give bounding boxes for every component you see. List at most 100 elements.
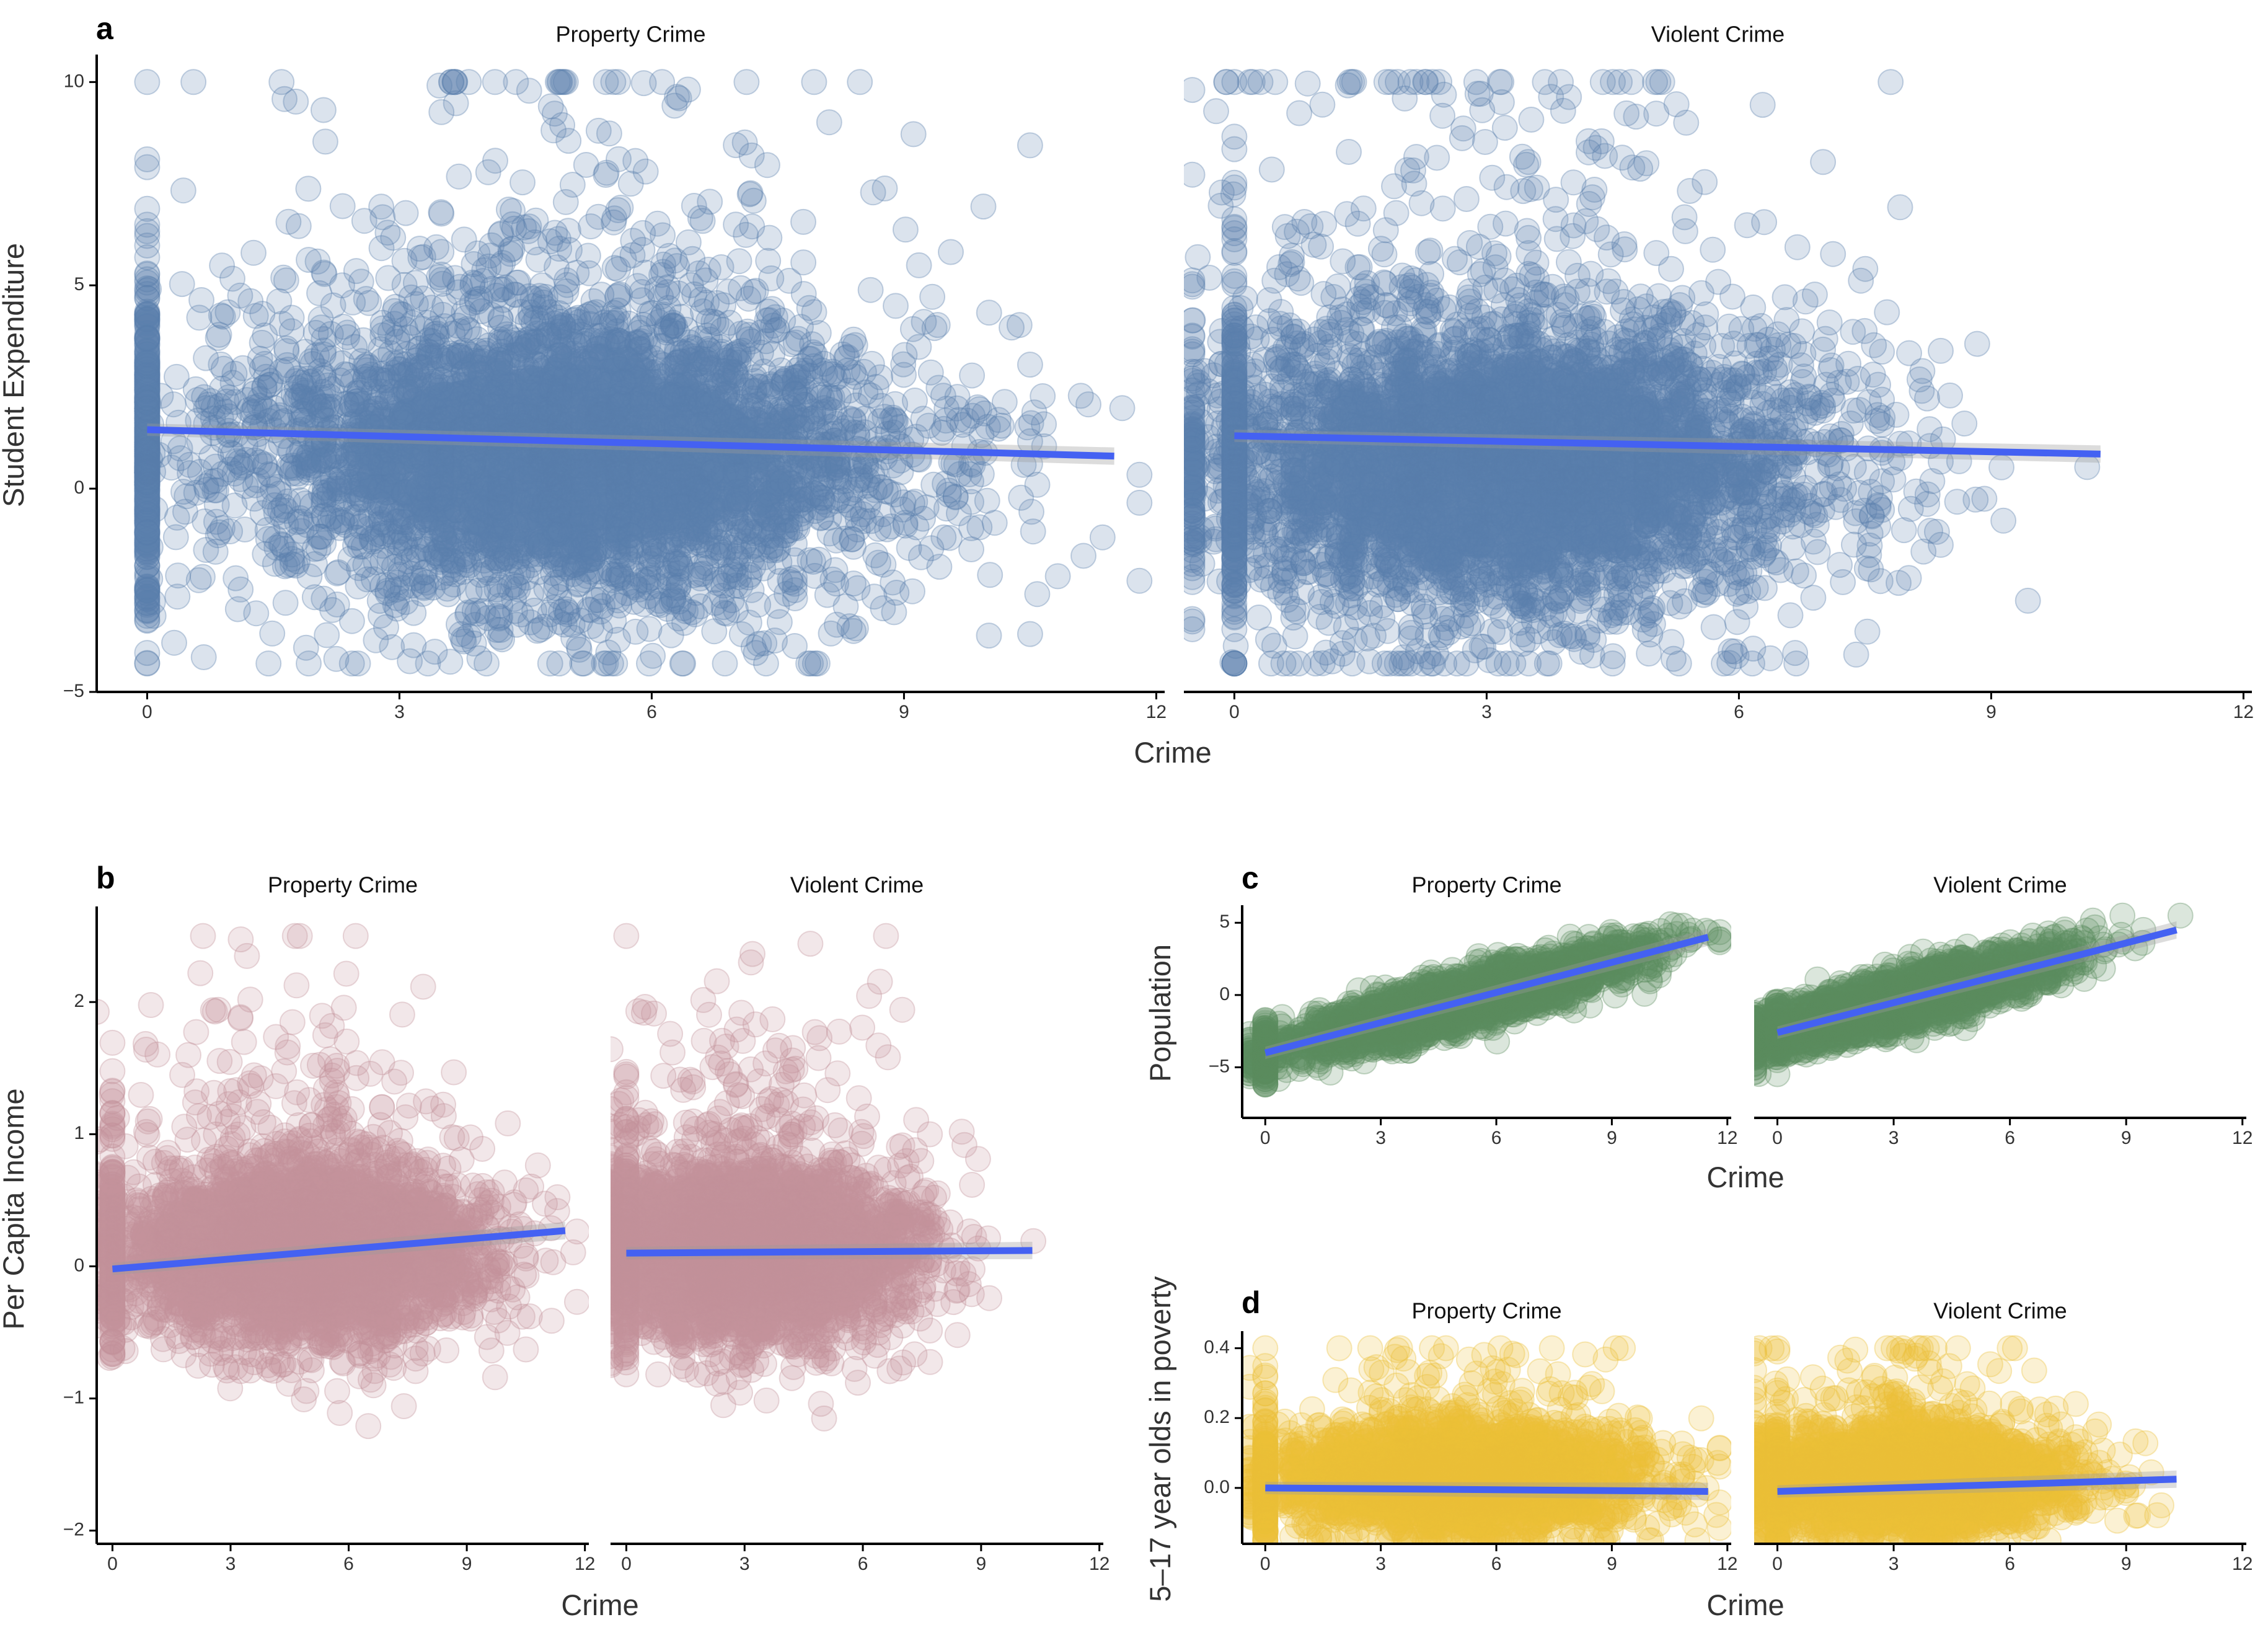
data-point (704, 290, 730, 316)
data-point (736, 322, 762, 348)
data-point (637, 507, 663, 533)
data-point (1089, 524, 1116, 551)
data-point (839, 526, 865, 552)
data-point (446, 163, 472, 190)
data-point (134, 368, 161, 394)
data-point (976, 299, 1002, 326)
data-point (700, 452, 727, 479)
data-point (219, 370, 246, 396)
data-point (266, 288, 293, 314)
data-point (508, 299, 534, 326)
data-point (418, 404, 444, 430)
data-point (383, 479, 410, 505)
data-point (636, 650, 662, 677)
data-point (477, 462, 503, 488)
data-point (408, 567, 435, 594)
data-point (746, 631, 772, 657)
data-point (810, 489, 836, 515)
data-point (501, 401, 527, 427)
data-point (601, 255, 628, 281)
data-point (742, 500, 769, 527)
data-point (724, 487, 751, 514)
data-point (977, 562, 1004, 588)
data-point (568, 484, 594, 510)
data-point (426, 377, 452, 404)
data-point (568, 501, 595, 528)
data-point (572, 521, 599, 548)
data-point (596, 412, 622, 438)
data-point (713, 468, 739, 495)
data-point (593, 159, 620, 186)
data-point (587, 412, 614, 439)
data-point (582, 512, 609, 538)
data-point (600, 69, 627, 95)
data-point (423, 540, 449, 567)
data-point (311, 260, 338, 287)
data-point (295, 175, 322, 202)
data-point (559, 522, 586, 549)
data-point (475, 159, 501, 185)
data-point (551, 611, 578, 638)
data-point (430, 506, 457, 533)
data-point (601, 459, 628, 486)
data-point (685, 507, 712, 534)
data-point (662, 313, 689, 340)
data-point (562, 476, 588, 502)
data-point (312, 128, 338, 155)
data-point (428, 564, 455, 591)
data-point (346, 377, 373, 404)
data-point (542, 389, 569, 415)
data-point (485, 495, 511, 521)
data-point (919, 283, 946, 310)
data-point (630, 70, 657, 97)
data-point (441, 397, 467, 424)
data-point (429, 451, 456, 477)
data-point (891, 342, 918, 368)
data-point (418, 405, 445, 432)
data-point (756, 224, 783, 251)
data-point (641, 538, 668, 565)
data-point (397, 648, 423, 675)
data-point (555, 128, 582, 154)
data-point (798, 482, 824, 509)
data-point (523, 207, 549, 234)
data-point (348, 348, 375, 374)
data-point (442, 481, 469, 507)
data-point (428, 442, 455, 469)
data-point (671, 609, 697, 636)
data-point (344, 476, 371, 503)
data-point (255, 650, 282, 677)
data-point (442, 441, 469, 468)
data-point (588, 598, 614, 625)
data-point (966, 514, 993, 541)
data-point (776, 418, 802, 444)
data-point (546, 410, 573, 436)
data-point (546, 314, 573, 341)
data-point (503, 269, 530, 296)
data-point (343, 524, 370, 551)
data-point (134, 154, 161, 180)
dense-core-a-0 (366, 366, 770, 546)
data-point (134, 531, 161, 557)
data-point (844, 516, 871, 543)
data-point (134, 446, 161, 473)
data-point (605, 353, 632, 379)
data-point (387, 363, 414, 389)
data-point (569, 650, 596, 677)
data-point (1018, 498, 1044, 525)
data-point (294, 512, 320, 538)
data-point (555, 218, 581, 244)
data-point (588, 359, 615, 386)
data-point (702, 590, 728, 616)
data-point (200, 394, 227, 421)
data-point (459, 496, 485, 523)
data-point (360, 452, 387, 479)
data-point (899, 316, 926, 342)
data-point (276, 437, 303, 464)
data-point (134, 386, 161, 413)
data-point (579, 357, 606, 383)
data-point (301, 536, 328, 562)
data-point (140, 603, 167, 629)
data-point (976, 622, 1002, 649)
data-point (620, 588, 647, 615)
